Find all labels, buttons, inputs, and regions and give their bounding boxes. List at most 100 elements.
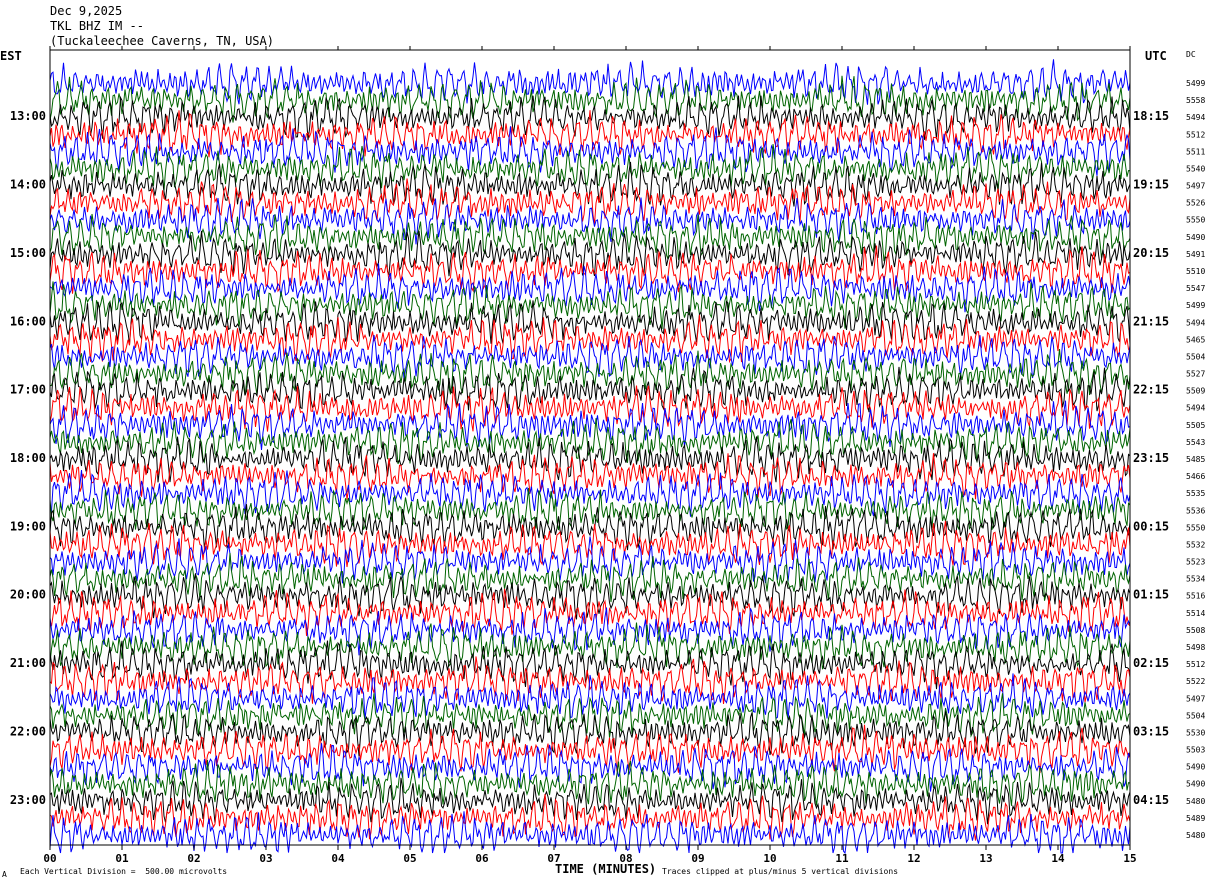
seismic-trace [49,59,1131,105]
dc-value: 5494 [1186,404,1205,413]
utc-hour-label: 03:15 [1133,724,1169,738]
est-hour-labels: 13:00 14:00 15:00 16:00 17:00 18:00 19:00 20:00… [10,109,46,807]
x-tick-label: 05 [403,852,416,865]
header-date: Dec 9,2025 [50,4,123,18]
dc-value: 5547 [1186,284,1205,293]
dc-value: 5512 [1186,660,1205,669]
x-tick-label: 07 [547,852,560,865]
dc-value: 5505 [1186,421,1205,430]
seismic-trace [49,366,1131,413]
dc-value: 5522 [1186,677,1205,686]
dc-value: 5491 [1186,250,1205,259]
x-tick-label: 01 [115,852,129,865]
dc-value: 5543 [1186,438,1205,447]
seismic-trace [49,230,1131,277]
x-tick-label: 13 [979,852,992,865]
seismic-trace [49,400,1131,450]
est-hour-label: 21:00 [10,656,46,670]
utc-hour-labels: 18:15 19:15 20:15 21:15 22:15 23:15 00:15 01:15… [1133,109,1169,807]
dc-value: 5490 [1186,780,1205,789]
seismic-trace [49,300,1131,346]
seismic-trace [49,75,1131,123]
seismic-trace [49,197,1131,245]
dc-value: 5490 [1186,763,1205,772]
est-hour-label: 22:00 [10,724,46,738]
dc-value: 5480 [1186,831,1205,840]
dc-value: 5535 [1186,489,1205,498]
x-tick-label: 10 [763,852,776,865]
est-hour-label: 14:00 [10,178,46,192]
utc-hour-label: 01:15 [1133,588,1169,602]
dc-value: 5503 [1186,746,1205,755]
dc-value: 5480 [1186,797,1205,806]
seismic-trace [49,144,1131,191]
x-tick-label: 12 [907,852,920,865]
est-hour-label: 20:00 [10,588,46,602]
utc-hour-label: 21:15 [1133,314,1169,328]
x-tick-label: 04 [331,852,345,865]
seismic-trace [49,622,1131,670]
seismic-trace [49,436,1131,483]
dc-value: 5494 [1186,318,1205,327]
footer-mark: A [2,870,7,879]
footer-scale-note: Each Vertical Division = 500.00 microvol… [20,867,228,876]
utc-hour-label: 19:15 [1133,178,1169,192]
dc-value: 5516 [1186,592,1205,601]
dc-value: 5499 [1186,79,1205,88]
dc-value: 5550 [1186,523,1205,532]
dc-value: 5527 [1186,370,1205,379]
dc-value: 5494 [1186,113,1205,122]
seismic-trace [49,469,1131,517]
dc-column-label: DC [1186,50,1196,59]
seismic-trace [49,724,1131,774]
dc-value: 5498 [1186,643,1205,652]
est-hour-label: 23:00 [10,793,46,807]
dc-value: 5512 [1186,130,1205,139]
seismic-trace [49,161,1131,207]
est-axis-label: EST [0,49,22,63]
dc-value: 5508 [1186,626,1205,635]
x-tick-label: 09 [691,852,704,865]
seismic-trace [49,711,1131,757]
seismic-trace [49,213,1131,262]
utc-hour-label: 20:15 [1133,246,1169,260]
seismic-trace [49,488,1131,531]
x-tick-label: 06 [475,852,489,865]
seismic-trace [49,385,1131,432]
dc-value: 5514 [1186,609,1205,618]
seismic-trace [49,588,1131,636]
est-hour-label: 15:00 [10,246,46,260]
utc-axis-label: UTC [1145,49,1167,63]
dc-value: 5509 [1186,387,1205,396]
dc-value: 5490 [1186,233,1205,242]
seismic-trace [49,743,1131,792]
est-hour-label: 18:00 [10,451,46,465]
utc-hour-label: 22:15 [1133,383,1169,397]
dc-value: 5534 [1186,575,1205,584]
x-tick-label: 15 [1123,852,1136,865]
est-hour-label: 17:00 [10,383,46,397]
seismic-trace [49,520,1131,568]
utc-hour-label: 18:15 [1133,109,1169,123]
trace-group [49,59,1131,855]
est-hour-label: 13:00 [10,109,46,123]
seismic-trace [49,314,1131,364]
seismic-trace [49,777,1131,825]
footer-clip-note: Traces clipped at plus/minus 5 vertical … [662,867,899,876]
x-tick-label: 08 [619,852,632,865]
x-axis-ticks: 00 01 02 03 04 05 06 07 08 09 10 11 12 13 14 15 [43,46,1137,865]
dc-value: 5497 [1186,182,1205,191]
plot-frame [49,49,1131,846]
dc-value: 5466 [1186,472,1205,481]
dc-value: 5523 [1186,558,1205,567]
dc-value: 5489 [1186,814,1205,823]
utc-hour-label: 04:15 [1133,793,1169,807]
seismic-trace [49,656,1131,705]
dc-value: 5550 [1186,216,1205,225]
seismic-trace [49,693,1131,738]
x-tick-label: 02 [187,852,200,865]
dc-value: 5510 [1186,267,1205,276]
header-station: TKL BHZ IM -- [50,19,144,33]
x-tick-label: 14 [1051,852,1065,865]
